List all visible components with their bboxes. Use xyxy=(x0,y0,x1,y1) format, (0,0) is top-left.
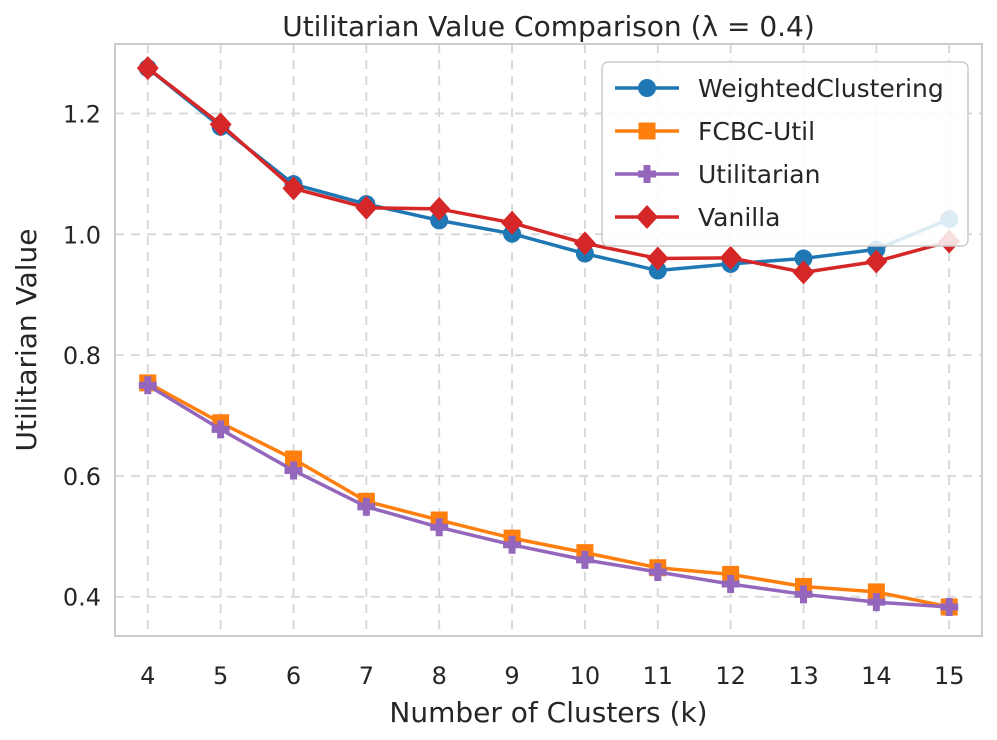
data-point xyxy=(285,450,302,468)
data-point xyxy=(355,195,378,220)
x-tick-label: 8 xyxy=(432,662,447,690)
x-tick-label: 4 xyxy=(140,662,155,690)
x-tick-label: 9 xyxy=(504,662,519,690)
legend-label: WeightedClustering xyxy=(698,74,944,103)
legend-box xyxy=(601,61,969,247)
legend-marker xyxy=(638,165,656,183)
data-point xyxy=(503,535,522,554)
data-point xyxy=(573,231,596,256)
data-point xyxy=(867,583,885,601)
x-tick-label: 14 xyxy=(861,662,892,690)
data-point xyxy=(428,196,451,221)
x-tick-label: 11 xyxy=(643,662,674,690)
data-point xyxy=(792,260,815,285)
data-point xyxy=(867,593,886,612)
legend-marker xyxy=(638,122,656,140)
data-point xyxy=(940,598,959,617)
data-point xyxy=(136,56,159,81)
data-point xyxy=(646,246,669,271)
x-tick-label: 13 xyxy=(788,662,819,690)
data-point xyxy=(282,176,305,201)
series-FCBC-Util xyxy=(139,374,958,616)
legend-label: Vanilla xyxy=(698,203,780,232)
y-tick-label: 0.6 xyxy=(63,463,101,491)
data-point xyxy=(501,210,524,235)
x-tick-label: 10 xyxy=(570,662,601,690)
legend-entry: FCBC-Util xyxy=(615,117,815,146)
data-point xyxy=(209,112,232,137)
x-tick-label: 15 xyxy=(934,662,965,690)
x-tick-label: 5 xyxy=(213,662,228,690)
x-tick-label: 12 xyxy=(715,662,746,690)
data-point xyxy=(211,420,230,439)
series-line xyxy=(146,66,950,275)
legend-label: FCBC-Util xyxy=(698,117,815,146)
y-tick-label: 0.4 xyxy=(63,584,101,612)
legend-marker xyxy=(638,79,656,97)
y-axis-ticks: 0.4 0.6 0.8 1.0 1.2 xyxy=(63,100,101,611)
series-line xyxy=(146,66,950,273)
data-point xyxy=(575,550,594,569)
y-tick-label: 1.2 xyxy=(63,100,101,128)
y-axis-label: Utilitarian Value xyxy=(10,229,43,452)
x-tick-label: 7 xyxy=(359,662,374,690)
data-point xyxy=(794,249,813,268)
legend: WeightedClustering FCBC-Util Utilitarian Va… xyxy=(601,61,969,247)
legend-entry: Vanilla xyxy=(615,203,780,232)
series-line xyxy=(146,381,950,609)
series-layer xyxy=(136,56,961,617)
data-point xyxy=(721,575,740,594)
y-tick-label: 1.0 xyxy=(63,221,101,249)
data-point xyxy=(719,245,742,270)
legend-entry: WeightedClustering xyxy=(615,74,944,103)
plot-area-frame xyxy=(114,43,983,637)
x-axis-label: Number of Clusters (k) xyxy=(389,696,707,729)
y-tick-label: 0.8 xyxy=(63,342,101,370)
legend-marker xyxy=(636,205,658,229)
series-Utilitarian xyxy=(138,376,959,617)
data-point xyxy=(284,461,303,480)
data-point xyxy=(138,376,157,395)
x-tick-label: 6 xyxy=(286,662,301,690)
data-point xyxy=(430,518,449,537)
data-point xyxy=(722,565,740,583)
legend-label: Utilitarian xyxy=(698,160,820,189)
series-Vanilla xyxy=(136,56,961,285)
data-point xyxy=(357,497,376,516)
x-axis-ticks: 4 5 6 7 8 9 10 11 12 13 14 15 xyxy=(140,662,964,690)
legend-entry: Utilitarian xyxy=(615,160,820,189)
data-point xyxy=(648,562,667,581)
data-point xyxy=(794,585,813,604)
chart-title: Utilitarian Value Comparison (λ = 0.4) xyxy=(282,10,815,43)
series-line xyxy=(146,383,950,609)
data-point xyxy=(648,261,667,280)
data-point xyxy=(865,249,888,274)
